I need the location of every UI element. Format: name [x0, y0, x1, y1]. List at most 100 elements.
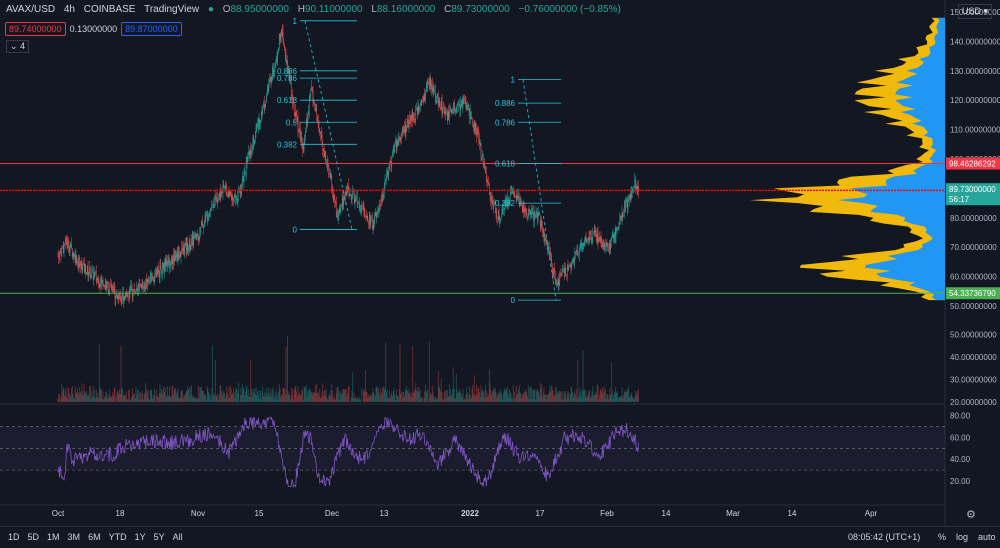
candle-body	[531, 210, 532, 214]
candle-body	[106, 282, 107, 289]
candle-body	[499, 219, 500, 222]
candle-body	[372, 217, 373, 229]
volume-bar	[122, 388, 123, 402]
timeframe-6m[interactable]: 6M	[88, 532, 101, 542]
candle-body	[259, 120, 260, 124]
volume-bar	[633, 398, 634, 402]
volume-bar	[265, 394, 266, 402]
candle-body	[397, 140, 398, 146]
candle-body	[103, 280, 104, 286]
volume-bar	[127, 399, 128, 402]
volume-bar	[591, 396, 592, 402]
candle-body	[161, 270, 162, 274]
candle-body	[484, 162, 485, 166]
volume-bar	[490, 390, 491, 402]
candle-body	[528, 209, 529, 218]
volume-bar	[437, 398, 438, 402]
volume-bar	[238, 393, 239, 402]
volume-bar	[210, 396, 211, 402]
volume-bar	[277, 400, 278, 402]
volume-bar	[137, 390, 138, 402]
rsi-tick-label: 20.00	[950, 477, 971, 486]
candle-body	[354, 192, 355, 203]
volume-bar	[478, 389, 479, 402]
volume-bar	[427, 391, 428, 402]
candle-body	[395, 141, 396, 144]
candle-body	[295, 111, 296, 116]
volume-bar	[562, 400, 563, 402]
interval-label[interactable]: 4h	[64, 4, 75, 15]
volume-bar	[549, 391, 550, 402]
volume-bar	[444, 392, 445, 402]
timeframe-ytd[interactable]: YTD	[109, 532, 127, 542]
timeframe-5y[interactable]: 5Y	[154, 532, 165, 542]
candle-body	[367, 216, 368, 218]
log-toggle[interactable]: log	[956, 532, 968, 542]
volume-bar	[405, 389, 406, 402]
clock[interactable]: 08:05:42 (UTC+1)	[848, 532, 920, 542]
percent-toggle[interactable]: %	[938, 532, 946, 542]
volume-bar	[139, 400, 140, 402]
volume-bar	[547, 394, 548, 402]
symbol-name[interactable]: AVAX/USD	[6, 4, 55, 15]
candle-body	[121, 299, 122, 303]
candle-body	[499, 212, 500, 220]
auto-toggle[interactable]: auto	[978, 532, 996, 542]
volume-bar	[418, 387, 419, 402]
candle-body	[453, 108, 454, 109]
volume-bar	[64, 389, 65, 402]
candle-body	[467, 105, 468, 111]
volume-bar	[264, 392, 265, 402]
bid-price[interactable]: 89.74000000	[5, 22, 66, 36]
timeframe-1m[interactable]: 1M	[47, 532, 60, 542]
candle-body	[402, 129, 403, 134]
candle-body	[359, 203, 360, 211]
candle-body	[165, 262, 166, 267]
volume-bar	[422, 398, 423, 402]
settings-gear-icon[interactable]: ⚙	[966, 508, 976, 521]
candle-body	[173, 255, 174, 264]
volume-bar	[193, 398, 194, 402]
volume-bar	[118, 394, 119, 402]
candle-body	[156, 273, 157, 277]
candle-body	[514, 195, 515, 197]
volume-bar	[385, 342, 386, 402]
volume-bar	[196, 397, 197, 402]
timeframe-all[interactable]: All	[173, 532, 183, 542]
candle-body	[306, 120, 307, 131]
volume-bar	[568, 394, 569, 402]
candle-body	[553, 268, 554, 274]
volume-bar	[517, 394, 518, 402]
currency-button[interactable]: USD ▾	[958, 4, 992, 19]
timeframe-1y[interactable]: 1Y	[135, 532, 146, 542]
volume-bar	[424, 391, 425, 402]
volume-bar	[268, 388, 269, 402]
volume-bar	[102, 398, 103, 402]
volume-bar	[303, 400, 304, 402]
ask-price[interactable]: 89.87000000	[121, 22, 182, 36]
candle-body	[86, 272, 87, 274]
volume-bar	[452, 390, 453, 402]
timeframe-1d[interactable]: 1D	[8, 532, 20, 542]
candle-body	[541, 220, 542, 226]
candle-body	[174, 255, 175, 261]
timeframe-5d[interactable]: 5D	[28, 532, 40, 542]
candle-body	[482, 154, 483, 158]
volume-bar	[406, 386, 407, 402]
volume-bar	[77, 388, 78, 402]
candle-body	[481, 143, 482, 157]
candle-body	[112, 287, 113, 292]
volume-bar	[309, 389, 310, 402]
volume-bar	[588, 394, 589, 402]
candle-body	[604, 246, 605, 248]
volume-bar	[86, 391, 87, 402]
candle-body	[355, 198, 356, 203]
volume-bar	[187, 386, 188, 402]
volume-bar	[477, 394, 478, 402]
status-dot-icon: ●	[208, 4, 214, 15]
volume-bar	[447, 390, 448, 402]
volume-bar	[291, 388, 292, 402]
indicators-toggle[interactable]: ⌄ 4	[6, 40, 29, 53]
timeframe-3m[interactable]: 3M	[68, 532, 81, 542]
